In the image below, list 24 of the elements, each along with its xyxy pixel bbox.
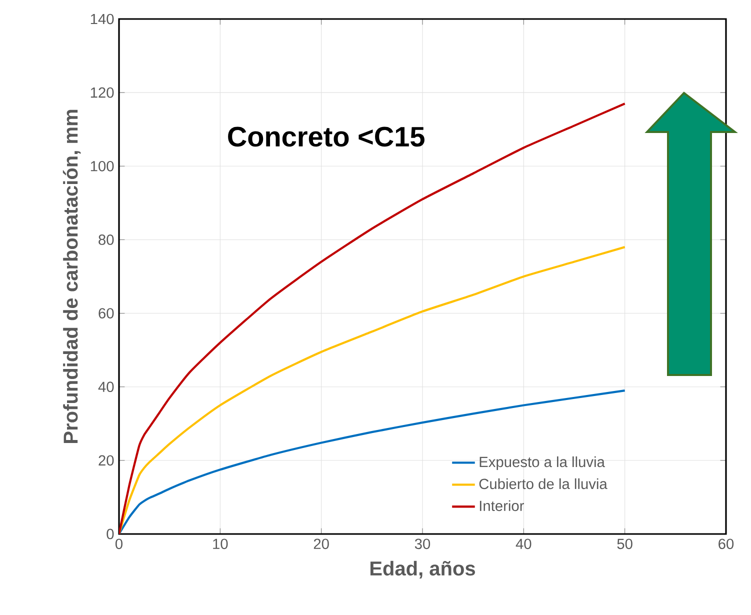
y-tick-label: 120 [90,87,114,98]
y-tick-label: 60 [98,308,114,318]
y-tick-label: 80 [98,234,114,245]
x-tick-label: 40 [516,538,532,550]
y-tick-label: 140 [90,14,114,24]
x-tick-label: 10 [213,538,228,550]
line-series [119,102,626,534]
x-axis-title: Edad, años [370,560,475,578]
y-tick-label: 100 [90,160,114,172]
annotation: Concreto <C15 [228,126,424,147]
x-tick-label: 0 [115,538,122,550]
legend-label: Interior [480,500,524,512]
legend-label: Expuesto a la lluvia [480,456,605,470]
legend-label: Cubierto de la lluvia [479,478,608,490]
y-tick-label: 40 [98,382,114,392]
y-tick-label: 0 [106,528,114,540]
x-tick-label: 20 [314,538,329,550]
y-tick-label: 20 [98,455,114,466]
x-tick-label: 30 [414,538,430,550]
x-tick-label: 50 [617,538,632,550]
x-tick-label: 60 [718,538,734,550]
line-series [119,246,626,534]
y-axis-title: Profundidad de carbonatación, mm [62,110,81,443]
line-series [119,389,626,534]
